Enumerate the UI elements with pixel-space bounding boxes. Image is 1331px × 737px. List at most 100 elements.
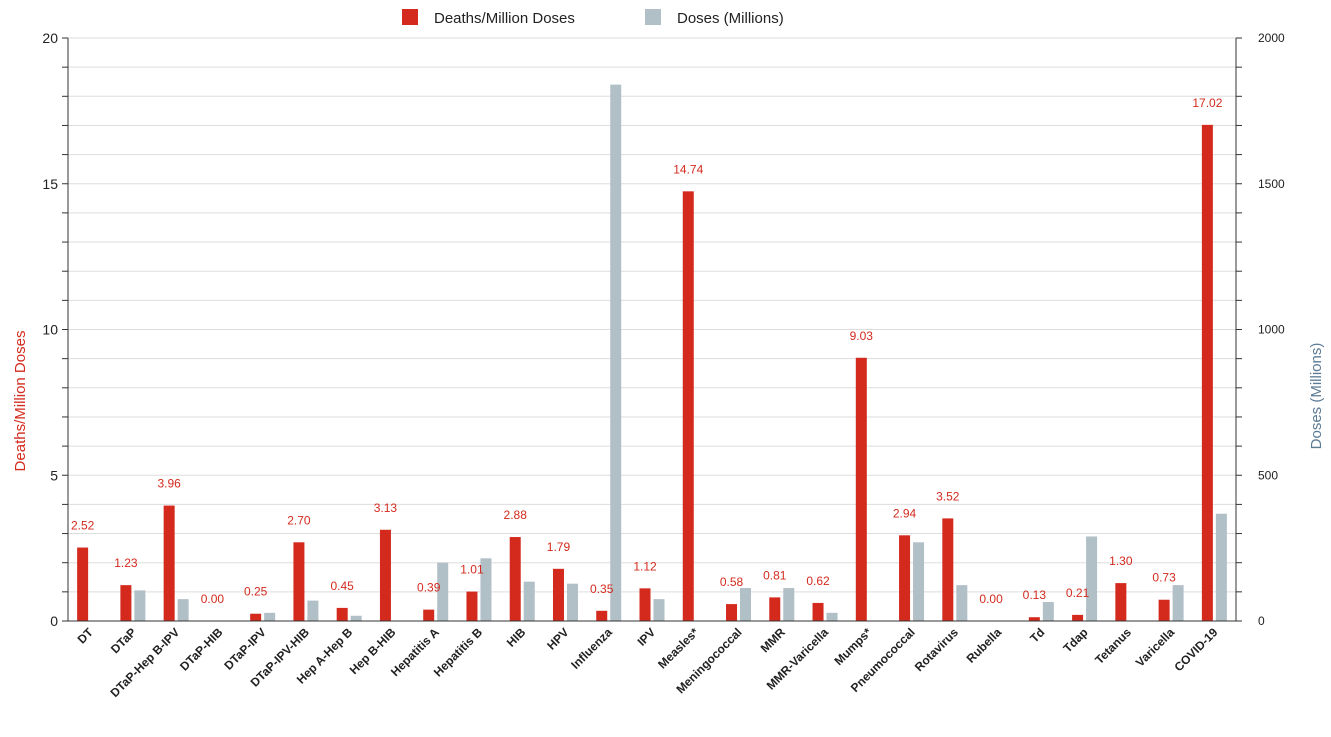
bar-deaths-16 (769, 597, 781, 621)
y-right-tick-label: 500 (1258, 468, 1278, 482)
data-label-0: 2.52 (71, 519, 95, 533)
bar-deaths-26 (1201, 124, 1213, 621)
data-label-2: 3.96 (157, 477, 181, 491)
bar-doses-1 (134, 590, 146, 621)
x-tick-label-21: Rubella (964, 625, 1005, 666)
legend-swatch-doses (645, 9, 661, 25)
bar-deaths-25 (1158, 599, 1170, 621)
bar-doses-20 (956, 585, 968, 621)
bar-deaths-9 (466, 591, 478, 621)
y-left-tick-label: 5 (50, 467, 58, 483)
bar-doses-4 (264, 612, 276, 621)
bar-deaths-2 (163, 505, 175, 621)
y-left-tick-label: 10 (42, 322, 58, 338)
bar-deaths-17 (812, 602, 824, 621)
data-label-15: 0.58 (720, 575, 744, 589)
x-tick-label-1: DTaP (108, 625, 139, 656)
bar-deaths-18 (855, 357, 867, 621)
bar-doses-2 (177, 599, 189, 621)
data-label-5: 2.70 (287, 513, 311, 527)
data-label-21: 0.00 (979, 592, 1003, 606)
data-label-10: 2.88 (504, 508, 528, 522)
bar-doses-9 (480, 558, 492, 621)
x-tick-label-26: COVID-19 (1171, 625, 1220, 674)
bar-deaths-11 (552, 568, 564, 621)
data-label-24: 1.30 (1109, 554, 1133, 568)
y-right-tick-label: 1500 (1258, 177, 1285, 191)
bar-doses-26 (1215, 513, 1227, 621)
bar-doses-8 (437, 562, 449, 621)
y-right-tick-label: 2000 (1258, 31, 1285, 45)
data-label-7: 3.13 (374, 501, 398, 515)
y-left-tick-label: 15 (42, 176, 58, 192)
x-tick-label-13: IPV (635, 625, 659, 649)
bar-deaths-1 (120, 585, 132, 621)
bar-deaths-4 (250, 613, 262, 621)
bar-deaths-15 (726, 604, 738, 621)
legend-label-deaths: Deaths/Million Doses (434, 10, 575, 27)
data-label-20: 3.52 (936, 489, 960, 503)
data-label-26: 17.02 (1192, 96, 1222, 110)
y-left-tick-label: 0 (50, 613, 58, 629)
data-label-3: 0.00 (201, 592, 225, 606)
x-tick-label-20: Rotavirus (912, 625, 961, 674)
data-label-6: 0.45 (331, 579, 355, 593)
x-tick-label-24: Tetanus (1092, 625, 1134, 667)
bar-deaths-20 (942, 518, 954, 621)
data-label-4: 0.25 (244, 585, 268, 599)
x-tick-label-10: HIB (504, 625, 529, 650)
y-left-tick-label: 20 (42, 30, 58, 46)
x-tick-label-3: DTaP-HIB (177, 625, 226, 674)
bar-deaths-22 (1028, 617, 1040, 621)
bar-doses-5 (307, 600, 319, 621)
bar-doses-13 (653, 599, 665, 621)
bar-deaths-10 (509, 537, 521, 621)
data-label-19: 2.94 (893, 506, 917, 520)
bar-deaths-13 (639, 588, 651, 621)
data-label-25: 0.73 (1152, 571, 1176, 585)
bar-doses-25 (1172, 585, 1184, 621)
bar-deaths-6 (336, 607, 348, 621)
bar-deaths-14 (682, 191, 694, 622)
legend: Deaths/Million Doses Doses (Millions) (402, 9, 784, 27)
bar-doses-19 (913, 542, 925, 621)
legend-label-doses: Doses (Millions) (677, 10, 784, 27)
y-right-tick-label: 0 (1258, 614, 1265, 628)
x-tick-label-23: Tdap (1061, 625, 1091, 655)
x-tick-label-12: Influenza (568, 625, 615, 672)
y-axis-left-title: Deaths/Million Doses (12, 331, 29, 472)
bar-deaths-24 (1115, 583, 1127, 621)
data-label-16: 0.81 (763, 568, 787, 582)
data-label-9: 1.01 (460, 563, 484, 577)
data-label-8: 0.39 (417, 581, 441, 595)
legend-swatch-deaths (402, 9, 418, 25)
bar-doses-15 (740, 588, 752, 621)
bar-deaths-7 (379, 529, 391, 621)
bar-deaths-0 (77, 547, 89, 621)
bar-doses-10 (523, 581, 535, 621)
x-tick-label-16: MMR (758, 625, 788, 655)
data-label-14: 14.74 (673, 162, 703, 176)
bar-deaths-5 (293, 542, 305, 621)
x-tick-label-22: Td (1027, 625, 1047, 645)
bar-doses-16 (783, 588, 795, 621)
bar-doses-22 (1042, 602, 1054, 621)
data-label-18: 9.03 (850, 329, 874, 343)
x-tick-label-0: DT (75, 625, 97, 647)
bar-deaths-8 (423, 609, 435, 621)
gridlines (68, 37, 1236, 593)
y-axis-right-title: Doses (Millions) (1308, 343, 1325, 450)
bar-doses-11 (566, 583, 578, 621)
data-label-13: 1.12 (633, 559, 657, 573)
bar-deaths-12 (596, 610, 608, 621)
data-label-23: 0.21 (1066, 586, 1090, 600)
bar-doses-6 (350, 615, 362, 621)
bar-deaths-19 (899, 535, 911, 621)
bars (77, 84, 1227, 622)
data-label-1: 1.23 (114, 556, 138, 570)
x-tick-label-11: HPV (544, 625, 571, 652)
data-label-22: 0.13 (1023, 588, 1047, 602)
bar-doses-17 (826, 612, 838, 621)
